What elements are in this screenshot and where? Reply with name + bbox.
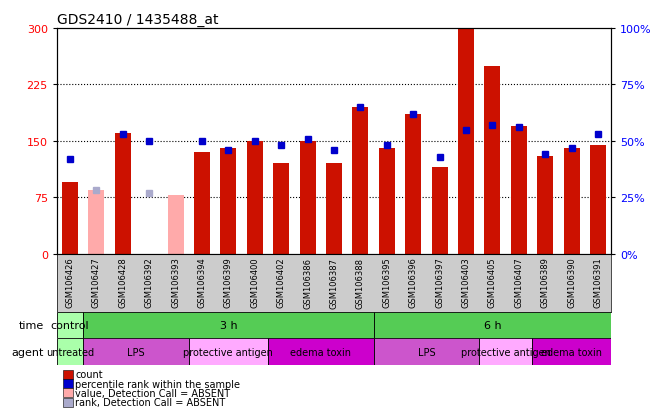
Text: GSM106389: GSM106389: [540, 257, 550, 308]
Bar: [84, 312, 373, 339]
Bar: [88, 190, 104, 254]
Text: protective antigen: protective antigen: [461, 347, 550, 357]
Bar: [479, 339, 532, 366]
Text: rank, Detection Call = ABSENT: rank, Detection Call = ABSENT: [75, 397, 226, 407]
Text: GSM106386: GSM106386: [303, 257, 312, 308]
Bar: [273, 164, 289, 254]
Text: GSM106427: GSM106427: [92, 257, 101, 308]
Bar: [115, 134, 131, 254]
Text: edema toxin: edema toxin: [541, 347, 602, 357]
Bar: [300, 141, 315, 254]
Text: untreated: untreated: [46, 347, 94, 357]
Bar: [84, 339, 189, 366]
Bar: [590, 145, 606, 254]
Text: GSM106388: GSM106388: [356, 257, 365, 308]
Text: GSM106391: GSM106391: [594, 257, 603, 308]
Text: GSM106407: GSM106407: [514, 257, 523, 308]
Text: LPS: LPS: [418, 347, 436, 357]
Bar: [168, 195, 184, 254]
Text: GSM106428: GSM106428: [118, 257, 128, 308]
Text: LPS: LPS: [127, 347, 145, 357]
Bar: [564, 149, 580, 254]
Text: GSM106390: GSM106390: [567, 257, 576, 308]
Bar: [194, 153, 210, 254]
Bar: [379, 149, 395, 254]
Bar: [511, 126, 527, 254]
Bar: [326, 164, 342, 254]
Bar: [353, 108, 368, 254]
Text: 6 h: 6 h: [484, 320, 501, 330]
Text: GSM106405: GSM106405: [488, 257, 497, 307]
Text: GSM106399: GSM106399: [224, 257, 233, 308]
Bar: [484, 66, 500, 254]
Text: protective antigen: protective antigen: [184, 347, 273, 357]
Text: count: count: [75, 370, 103, 380]
Text: GSM106393: GSM106393: [171, 257, 180, 308]
Bar: [57, 339, 84, 366]
Text: GSM106397: GSM106397: [435, 257, 444, 308]
Bar: [373, 312, 611, 339]
Text: GDS2410 / 1435488_at: GDS2410 / 1435488_at: [57, 12, 218, 26]
Text: GSM106426: GSM106426: [65, 257, 74, 308]
Bar: [247, 141, 263, 254]
Bar: [537, 157, 553, 254]
Bar: [268, 339, 373, 366]
Bar: [220, 149, 236, 254]
Bar: [62, 183, 78, 254]
Text: time: time: [18, 320, 43, 330]
Text: 3 h: 3 h: [220, 320, 237, 330]
Text: GSM106395: GSM106395: [382, 257, 391, 308]
Text: edema toxin: edema toxin: [291, 347, 351, 357]
Text: GSM106394: GSM106394: [198, 257, 206, 308]
Bar: [189, 339, 268, 366]
Text: value, Detection Call = ABSENT: value, Detection Call = ABSENT: [75, 388, 230, 398]
Bar: [432, 168, 448, 254]
Text: control: control: [51, 320, 90, 330]
Text: percentile rank within the sample: percentile rank within the sample: [75, 379, 240, 389]
Bar: [532, 339, 611, 366]
Bar: [373, 339, 479, 366]
Bar: [405, 115, 421, 254]
Text: GSM106392: GSM106392: [145, 257, 154, 308]
Bar: [57, 312, 84, 339]
Text: GSM106400: GSM106400: [250, 257, 259, 307]
Bar: [458, 31, 474, 254]
Text: GSM106403: GSM106403: [462, 257, 470, 308]
Text: GSM106402: GSM106402: [277, 257, 286, 307]
Text: GSM106387: GSM106387: [329, 257, 339, 308]
Text: agent: agent: [11, 347, 43, 357]
Text: GSM106396: GSM106396: [409, 257, 418, 308]
